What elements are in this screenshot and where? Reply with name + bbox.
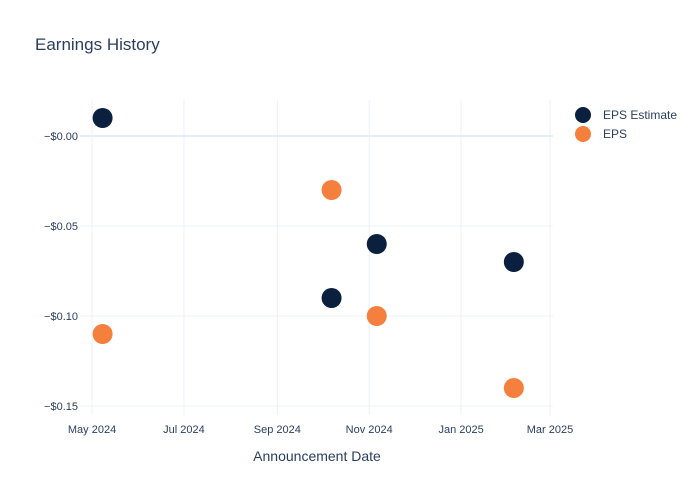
x-tick-label: Nov 2024 [346, 424, 393, 436]
eps-point[interactable] [503, 378, 524, 398]
legend-marker-eps[interactable] [575, 126, 591, 142]
legend-label-eps-estimate[interactable]: EPS Estimate [603, 108, 677, 122]
eps-estimate-point[interactable] [503, 252, 524, 272]
x-tick-label: Sep 2024 [254, 424, 301, 436]
eps-point[interactable] [366, 306, 387, 326]
eps-estimate-point[interactable] [366, 234, 387, 254]
x-tick-label: Jul 2024 [163, 424, 205, 436]
legend-marker-eps-estimate[interactable] [575, 107, 591, 123]
eps-estimate-point[interactable] [321, 288, 342, 308]
x-axis-title: Announcement Date [253, 448, 381, 464]
y-tick-label: −$0.15 [44, 401, 78, 413]
x-axis-ticks: May 2024 Jul 2024 Sep 2024 Nov 2024 Jan 2025… [68, 424, 573, 436]
legend[interactable]: EPS Estimate EPS [575, 107, 677, 142]
x-tick-label: Mar 2025 [527, 424, 573, 436]
x-tick-label: May 2024 [68, 424, 116, 436]
data-points [92, 108, 524, 398]
chart-title: Earnings History [35, 35, 160, 54]
x-tick-label: Jan 2025 [438, 424, 483, 436]
y-tick-label: −$0.05 [44, 221, 78, 233]
grid [80, 100, 553, 415]
eps-estimate-point[interactable] [92, 108, 113, 128]
legend-label-eps[interactable]: EPS [603, 127, 627, 141]
y-tick-label: −$0.00 [44, 131, 78, 143]
y-tick-label: −$0.10 [44, 311, 78, 323]
eps-point[interactable] [92, 324, 113, 344]
y-axis-ticks: −$0.00 −$0.05 −$0.10 −$0.15 [44, 131, 78, 413]
eps-point[interactable] [321, 180, 342, 200]
